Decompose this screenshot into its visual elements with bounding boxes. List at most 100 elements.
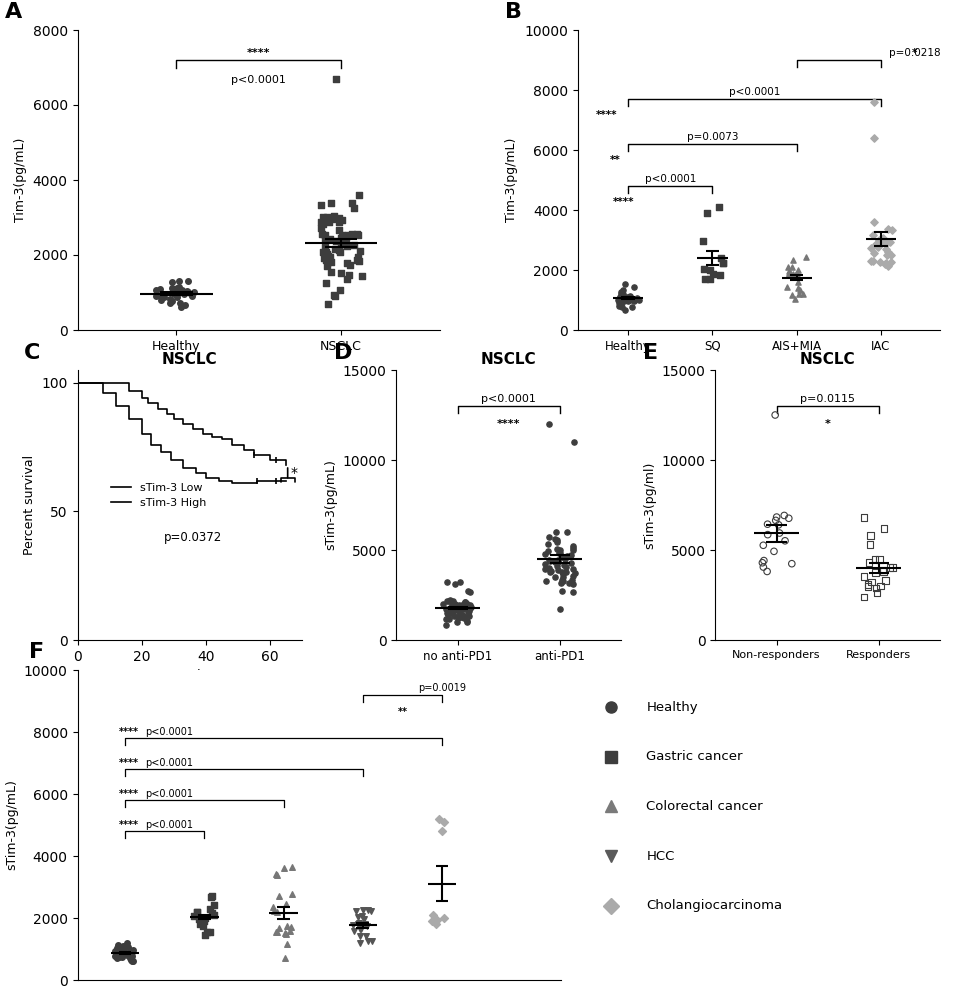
- Point: [446, 597, 461, 613]
- Point: [442, 592, 457, 608]
- Point: [170, 286, 185, 302]
- Point: [356, 902, 371, 918]
- Point: [610, 292, 625, 308]
- Point: [760, 516, 775, 532]
- Point: [565, 542, 580, 558]
- Point: [537, 546, 552, 562]
- Point: [777, 533, 793, 549]
- Point: [554, 572, 570, 588]
- Point: [447, 598, 462, 614]
- Point: [164, 293, 179, 309]
- Point: [152, 281, 168, 297]
- Point: [462, 597, 478, 613]
- Point: [181, 284, 197, 300]
- Point: [862, 528, 878, 544]
- Point: [269, 924, 285, 940]
- Point: [192, 916, 207, 932]
- Point: [319, 246, 334, 262]
- Point: [444, 597, 459, 613]
- Text: D: D: [333, 343, 352, 363]
- Text: B: B: [505, 2, 522, 22]
- Point: [172, 295, 188, 311]
- Point: [266, 899, 281, 915]
- Point: [266, 903, 281, 919]
- Point: [863, 253, 879, 269]
- Point: [539, 573, 554, 589]
- Point: [715, 255, 731, 271]
- Point: [857, 569, 872, 585]
- Point: [119, 947, 135, 963]
- Point: [327, 208, 342, 224]
- Point: [711, 199, 727, 215]
- Point: [552, 542, 568, 558]
- Point: [328, 241, 343, 257]
- Point: [284, 919, 299, 935]
- Point: [165, 280, 180, 296]
- Point: [192, 911, 207, 927]
- Point: [359, 902, 375, 918]
- Point: [445, 601, 460, 617]
- Point: [463, 599, 479, 615]
- Point: [542, 529, 557, 545]
- Point: [363, 903, 379, 919]
- Point: [451, 597, 466, 613]
- Point: [177, 297, 193, 313]
- Point: [548, 558, 564, 574]
- Point: [540, 536, 555, 552]
- Point: [364, 933, 380, 949]
- Point: [868, 565, 884, 581]
- Point: [315, 216, 330, 232]
- Point: [355, 908, 370, 924]
- Point: [284, 859, 299, 875]
- Point: [323, 264, 338, 280]
- Point: [782, 263, 797, 279]
- Point: [344, 195, 359, 211]
- Point: [563, 547, 578, 563]
- Text: p=0.0372: p=0.0372: [164, 531, 223, 544]
- Point: [113, 946, 129, 962]
- Point: [439, 574, 454, 590]
- Point: [565, 538, 580, 554]
- Point: [875, 562, 891, 578]
- Text: p<0.0001: p<0.0001: [144, 727, 193, 737]
- Point: [537, 556, 552, 572]
- Point: [698, 271, 713, 287]
- Point: [316, 244, 331, 260]
- Point: [351, 909, 366, 925]
- Point: [115, 943, 131, 959]
- Point: [460, 583, 476, 599]
- Text: ****: ****: [119, 789, 139, 799]
- Point: [333, 230, 349, 246]
- Point: [346, 200, 361, 216]
- Point: [192, 911, 207, 927]
- Point: [457, 594, 473, 610]
- Point: [344, 226, 359, 242]
- Point: [866, 245, 882, 261]
- Point: [883, 254, 898, 270]
- Point: [862, 537, 878, 553]
- Point: [756, 559, 771, 575]
- Point: [619, 289, 635, 305]
- Point: [784, 259, 799, 275]
- Point: [173, 299, 189, 315]
- Text: F: F: [29, 642, 45, 662]
- Text: p<0.0001: p<0.0001: [232, 75, 286, 85]
- Point: [550, 562, 566, 578]
- Point: [348, 903, 363, 919]
- Y-axis label: Percent survival: Percent survival: [23, 455, 36, 555]
- Point: [867, 551, 883, 567]
- Point: [565, 576, 580, 592]
- Point: [565, 572, 580, 588]
- Point: [347, 923, 362, 939]
- Point: [624, 299, 640, 315]
- Point: [459, 614, 475, 630]
- Point: [769, 509, 785, 525]
- Point: [616, 289, 632, 305]
- Point: [715, 255, 731, 271]
- Point: [202, 924, 217, 940]
- Point: [872, 254, 888, 270]
- Point: [783, 266, 798, 282]
- Point: [548, 534, 564, 550]
- Point: [162, 295, 177, 311]
- Point: [322, 231, 337, 247]
